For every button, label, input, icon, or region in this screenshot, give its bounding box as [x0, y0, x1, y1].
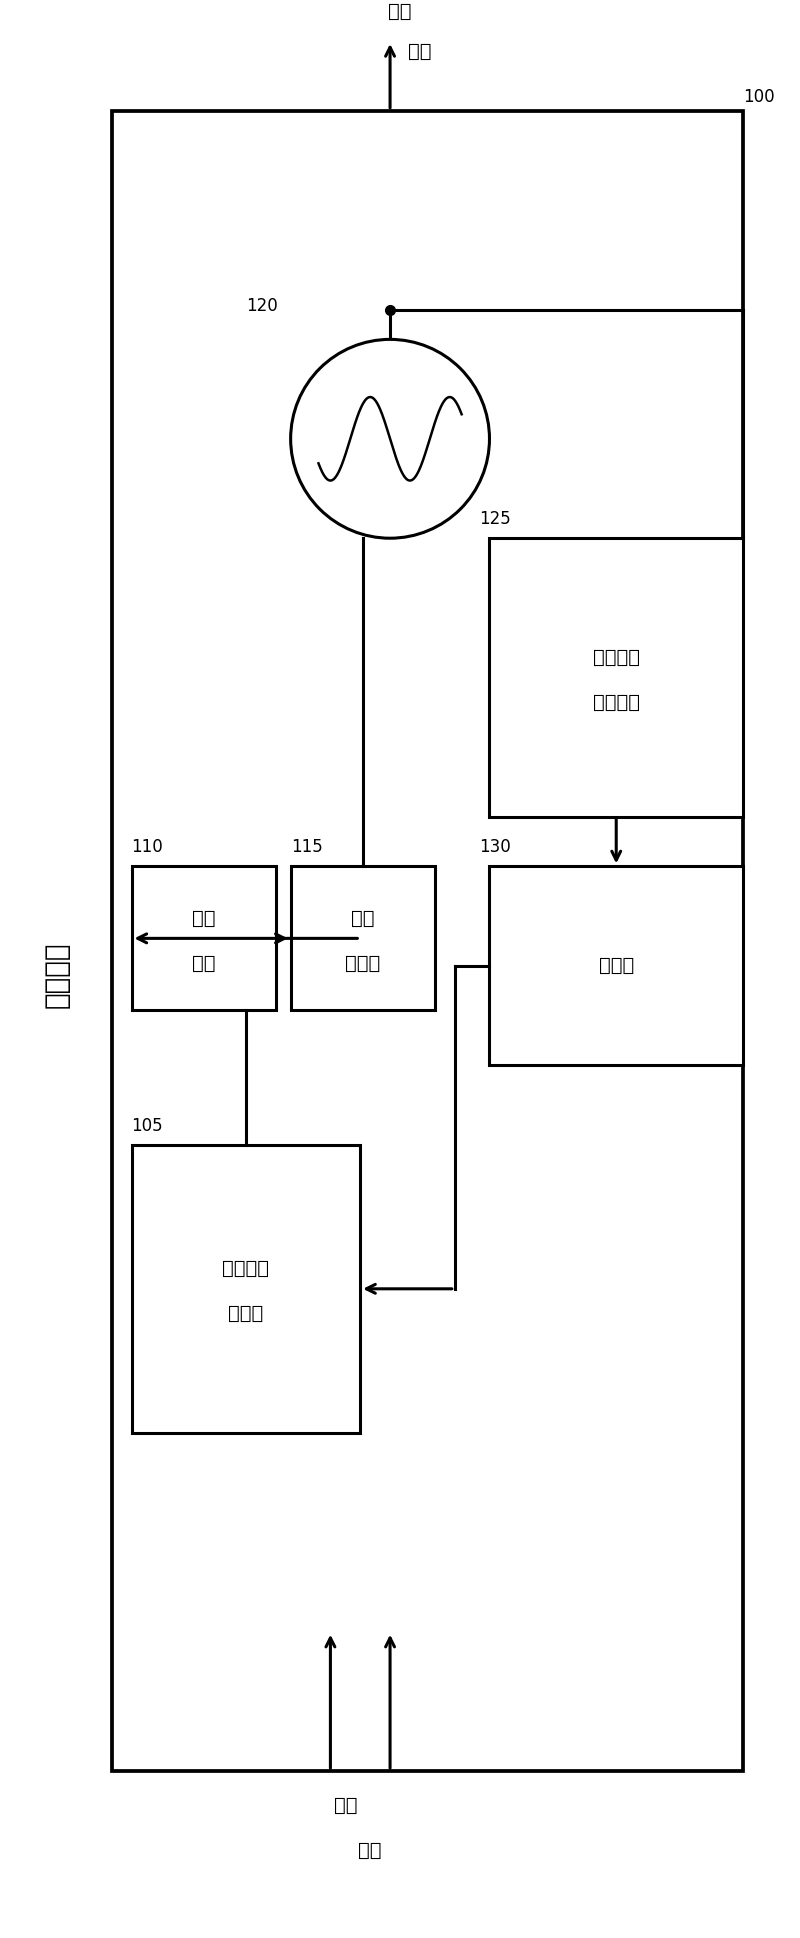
Text: 110: 110 — [131, 839, 163, 857]
Text: 频率: 频率 — [358, 1841, 382, 1860]
Text: 105: 105 — [131, 1116, 163, 1136]
Bar — [490, 539, 743, 816]
Text: 侦测器: 侦测器 — [228, 1304, 263, 1324]
Text: 120: 120 — [246, 297, 278, 314]
Text: 输出: 输出 — [388, 2, 412, 21]
Bar — [290, 866, 434, 1010]
Bar — [490, 866, 743, 1066]
Text: 130: 130 — [479, 839, 511, 857]
Bar — [112, 110, 743, 1771]
Text: 式除频器: 式除频器 — [593, 692, 640, 711]
Text: 注入锁定: 注入锁定 — [593, 647, 640, 667]
Text: 115: 115 — [290, 839, 322, 857]
Text: 频率: 频率 — [408, 43, 432, 60]
Text: 100: 100 — [743, 87, 774, 107]
Text: 相位频率: 相位频率 — [222, 1260, 270, 1279]
Bar — [131, 866, 276, 1010]
Text: 泵浦: 泵浦 — [192, 953, 215, 973]
Text: 125: 125 — [479, 510, 511, 529]
Text: 除频器: 除频器 — [598, 955, 634, 975]
Text: 参考: 参考 — [334, 1797, 357, 1814]
Text: 锁相回路: 锁相回路 — [43, 942, 71, 1008]
Bar — [131, 1145, 360, 1432]
Text: 电荷: 电荷 — [192, 909, 215, 928]
Text: 低通: 低通 — [351, 909, 374, 928]
Text: 滤波器: 滤波器 — [345, 953, 380, 973]
Circle shape — [290, 339, 490, 539]
